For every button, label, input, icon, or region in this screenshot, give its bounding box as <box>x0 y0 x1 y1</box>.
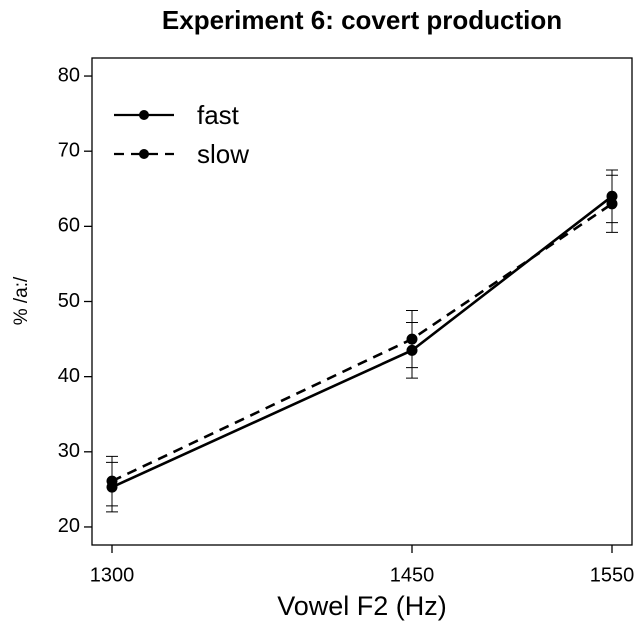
y-tick-label: 50 <box>58 290 80 312</box>
data-point <box>606 198 618 210</box>
chart-title: Experiment 6: covert production <box>162 5 562 35</box>
y-axis-label: % /a:/ <box>11 276 32 325</box>
legend-label: slow <box>197 139 249 169</box>
x-axis-label: Vowel F2 (Hz) <box>277 591 447 621</box>
y-tick-label: 60 <box>58 215 80 237</box>
data-point <box>106 475 118 487</box>
x-tick-label: 1450 <box>390 564 435 586</box>
plot-frame <box>91 57 633 546</box>
y-tick-label: 30 <box>58 440 80 462</box>
series-line <box>111 195 613 489</box>
series-line <box>111 202 613 483</box>
y-tick-label: 20 <box>58 515 80 537</box>
y-tick-label: 70 <box>58 139 80 161</box>
y-tick-label: 40 <box>58 365 80 387</box>
data-point <box>406 333 418 345</box>
legend-marker <box>139 149 149 159</box>
legend-label: fast <box>197 100 240 130</box>
y-tick-label: 80 <box>58 64 80 86</box>
x-tick-label: 1300 <box>90 564 135 586</box>
legend-marker <box>139 110 149 120</box>
x-tick-label: 1550 <box>590 564 635 586</box>
